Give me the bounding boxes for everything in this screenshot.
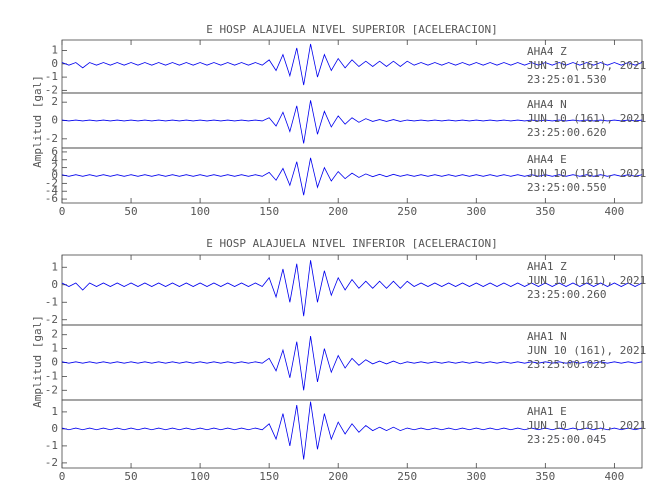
waveform <box>61 100 643 144</box>
y-tick-label: 4 <box>51 153 58 166</box>
y-tick-label: 1 <box>51 405 58 418</box>
y-tick-label: 0 <box>51 278 58 291</box>
y-tick-label: -1 <box>45 439 58 452</box>
chart-title: E HOSP ALAJUELA NIVEL INFERIOR [ACELERAC… <box>206 237 497 250</box>
time-label: 23:25:01.530 <box>527 73 606 86</box>
waveform <box>61 43 643 86</box>
station-label: AHA1 E <box>527 405 567 418</box>
y-tick-label: -1 <box>45 70 58 83</box>
y-tick-label: 0 <box>51 356 58 369</box>
station-label: AHA1 Z <box>527 260 567 273</box>
y-tick-label: -2 <box>45 313 58 326</box>
time-label: 23:25:00.620 <box>527 126 606 139</box>
waveform <box>61 260 643 317</box>
x-tick-label: 0 <box>59 470 66 483</box>
y-tick-label: -1 <box>45 369 58 382</box>
y-tick-label: -2 <box>45 456 58 469</box>
x-tick-label: 250 <box>397 470 417 483</box>
y-tick-label: 0 <box>51 169 58 182</box>
date-label: JUN 10 (161), 2021 <box>527 419 646 432</box>
station-label: AHA4 Z <box>527 45 567 58</box>
panel-frame <box>61 399 643 469</box>
station-label: AHA4 N <box>527 98 567 111</box>
x-tick-label: 250 <box>397 205 417 218</box>
x-tick-label: 50 <box>124 205 137 218</box>
station-label: AHA1 N <box>527 330 567 343</box>
x-tick-label: 350 <box>535 205 555 218</box>
x-tick-label: 200 <box>328 470 348 483</box>
date-label: JUN 10 (161), 2021 <box>527 59 646 72</box>
x-tick-label: 300 <box>466 205 486 218</box>
x-tick-label: 50 <box>124 470 137 483</box>
y-tick-label: -2 <box>45 132 58 145</box>
waveform <box>61 401 643 460</box>
x-tick-label: 100 <box>190 470 210 483</box>
y-axis-label: Amplitud [gal] <box>31 75 44 168</box>
y-tick-label: -4 <box>45 184 59 197</box>
x-tick-label: 350 <box>535 470 555 483</box>
x-tick-label: 150 <box>259 470 279 483</box>
chart-title: E HOSP ALAJUELA NIVEL SUPERIOR [ACELERAC… <box>206 23 497 36</box>
y-tick-label: 6 <box>51 145 58 158</box>
time-label: 23:25:00.260 <box>527 288 606 301</box>
y-tick-label: -2 <box>45 383 58 396</box>
y-tick-label: 1 <box>51 342 58 355</box>
waveform <box>61 157 643 196</box>
date-label: JUN 10 (161), 2021 <box>527 274 646 287</box>
x-tick-label: 300 <box>466 470 486 483</box>
y-tick-label: 1 <box>51 260 58 273</box>
y-tick-label: 2 <box>51 161 58 174</box>
x-tick-label: 0 <box>59 205 66 218</box>
date-label: JUN 10 (161), 2021 <box>527 112 646 125</box>
date-label: JUN 10 (161), 2021 <box>527 344 646 357</box>
y-tick-label: -6 <box>45 192 58 205</box>
y-tick-label: -2 <box>45 176 58 189</box>
y-tick-label: 0 <box>51 114 58 127</box>
x-tick-label: 100 <box>190 205 210 218</box>
y-tick-label: 2 <box>51 328 58 341</box>
waveform <box>61 336 643 391</box>
time-label: 23:25:00.025 <box>527 358 606 371</box>
date-label: JUN 10 (161), 2021 <box>527 167 646 180</box>
y-tick-label: 2 <box>51 95 58 108</box>
x-tick-label: 200 <box>328 205 348 218</box>
x-tick-label: 150 <box>259 205 279 218</box>
y-axis-label: Amplitud [gal] <box>31 315 44 408</box>
time-label: 23:25:00.045 <box>527 433 606 446</box>
y-tick-label: 0 <box>51 422 58 435</box>
station-label: AHA4 E <box>527 153 567 166</box>
y-tick-label: -1 <box>45 295 58 308</box>
time-label: 23:25:00.550 <box>527 181 606 194</box>
y-tick-label: -2 <box>45 83 58 96</box>
y-tick-label: 1 <box>51 44 58 57</box>
x-tick-label: 400 <box>604 470 624 483</box>
y-tick-label: 0 <box>51 57 58 70</box>
x-tick-label: 400 <box>604 205 624 218</box>
